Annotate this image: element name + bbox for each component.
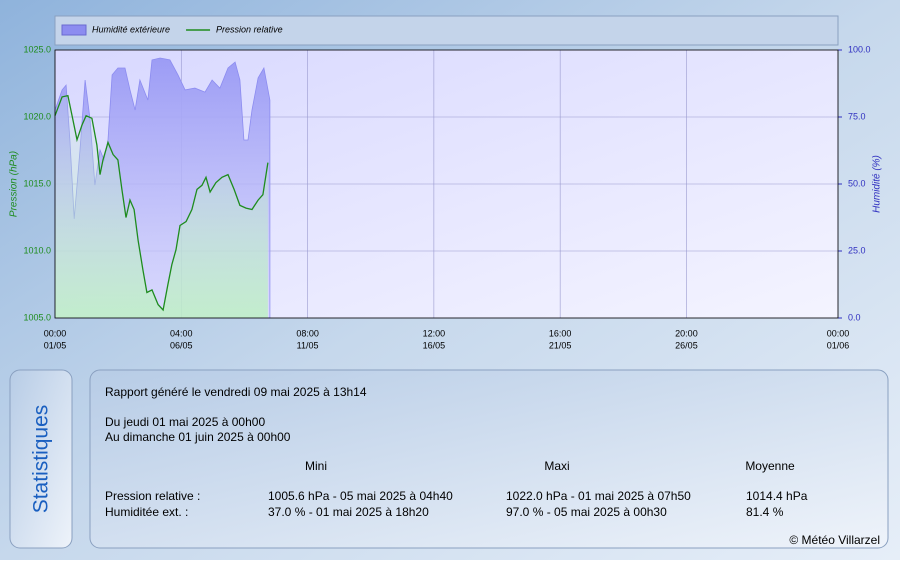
pressure-line (54, 94, 269, 312)
plot-frame (54, 49, 839, 319)
row-label: Pression relative : (105, 489, 200, 503)
column-header: Maxi (544, 459, 569, 473)
legend-label: Humidité extérieure (92, 24, 170, 34)
legend-swatch (61, 24, 87, 36)
x-tick-label: 04:00 (170, 328, 193, 338)
x-tick-label: 12:00 (423, 328, 446, 338)
stats-title: Statistiques (30, 405, 53, 514)
stats-tab (9, 369, 73, 549)
chart: 1005.0 1010.0 1015.0 1020.0 1025.0 0.0 25.0 50.… (23, 15, 871, 350)
x-tick-label: 20:00 (675, 328, 698, 338)
y-tick-label: 1015.0 (23, 178, 51, 188)
x-tick-label: 26/05 (675, 340, 698, 350)
column-header: Moyenne (745, 459, 795, 473)
report-date: Rapport généré le vendredi 09 mai 2025 à… (105, 385, 367, 399)
x-tick-label: 00:00 (827, 328, 850, 338)
row-label: Humiditée ext. : (105, 505, 188, 519)
stat-cell: 81.4 % (746, 505, 784, 519)
x-tick-label: 11/05 (297, 340, 319, 350)
x-tick-label: 01/05 (44, 340, 67, 350)
stats-table: Mini Maxi Moyenne Pression relative : 1005.6… (105, 459, 808, 519)
y-tick-label: 1025.0 (23, 44, 51, 54)
y-tick-label: 1005.0 (23, 312, 51, 322)
x-tick-label: 16/05 (423, 340, 446, 350)
y-axis-title: Pression (hPa) (9, 151, 20, 217)
stats-panel (89, 369, 889, 549)
x-tick-label: 08:00 (296, 328, 319, 338)
stat-cell: 97.0 % - 05 mai 2025 à 00h30 (506, 505, 667, 519)
x-tick-label: 06/05 (170, 340, 193, 350)
stat-cell: 37.0 % - 01 mai 2025 à 18h20 (268, 505, 429, 519)
y-tick-label: 1020.0 (23, 111, 51, 121)
stat-cell: 1022.0 hPa - 01 mai 2025 à 07h50 (506, 489, 691, 503)
x-tick-label: 01/06 (827, 340, 850, 350)
period-start: Du jeudi 01 mai 2025 à 00h00 (105, 415, 265, 429)
y2-tick-label: 25.0 (848, 245, 866, 255)
y2-axis-title: Humidité (%) (872, 155, 883, 213)
legend-box (54, 15, 839, 46)
pressure-area (55, 95, 268, 318)
column-header: Mini (305, 459, 327, 473)
x-tick-label: 21/05 (549, 340, 572, 350)
stat-cell: 1014.4 hPa (746, 489, 808, 503)
y-tick-label: 1010.0 (23, 245, 51, 255)
y2-tick-label: 50.0 (848, 178, 866, 188)
period-end: Au dimanche 01 juin 2025 à 00h00 (105, 430, 291, 444)
x-tick-label: 16:00 (549, 328, 572, 338)
x-tick-label: 00:00 (44, 328, 67, 338)
y2-tick-label: 0.0 (848, 312, 861, 322)
footer: © Météo Villarzel (789, 533, 880, 547)
legend-label: Pression relative (216, 24, 283, 34)
y2-tick-label: 75.0 (848, 111, 866, 121)
stat-cell: 1005.6 hPa - 05 mai 2025 à 04h40 (268, 489, 453, 503)
y2-tick-label: 100.0 (848, 44, 871, 54)
